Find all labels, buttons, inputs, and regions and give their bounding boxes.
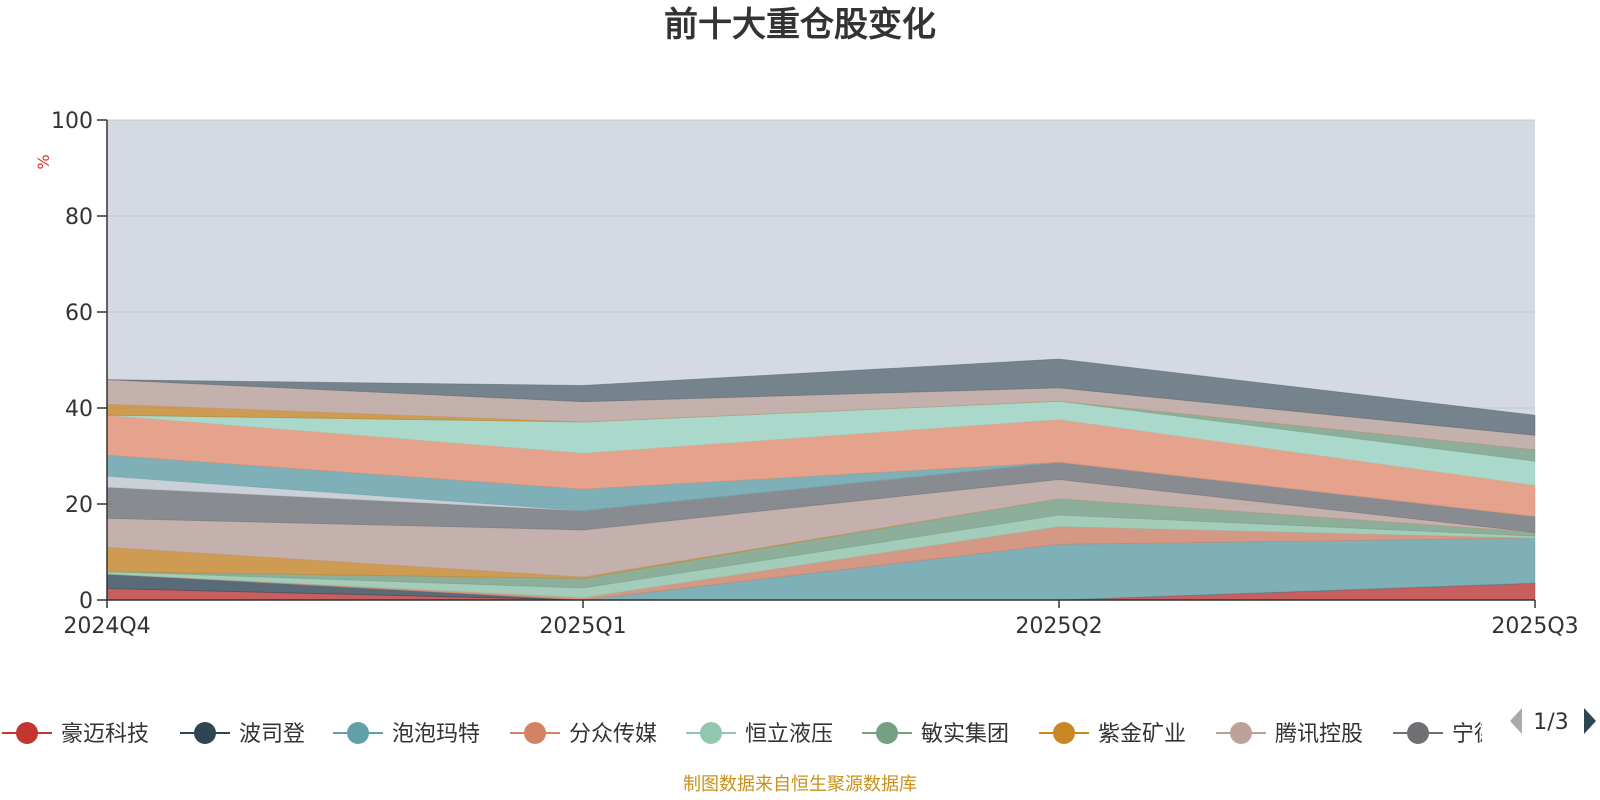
legend-item[interactable]: 宁德时代 (1393, 722, 1540, 747)
y-tick-label: 40 (65, 397, 93, 422)
y-tick-label: 100 (51, 109, 93, 134)
legend-marker-icon (347, 722, 369, 744)
legend-item[interactable]: 敏实集团 (862, 722, 1009, 747)
legend-label: 分众传媒 (569, 722, 657, 747)
legend-label: 宁德时代 (1452, 722, 1540, 747)
legend-label: 腾讯控股 (1275, 722, 1363, 747)
data-source-footer: 制图数据来自恒生聚源数据库 (683, 774, 917, 795)
x-tick-label: 2025Q2 (1015, 614, 1102, 639)
legend-page-indicator: 1/3 (1533, 710, 1568, 735)
legend-marker-icon (1407, 722, 1429, 744)
legend-marker-icon (700, 722, 722, 744)
legend-marker-icon (194, 722, 216, 744)
x-tick-label: 2025Q1 (539, 614, 626, 639)
legend-label: 豪迈科技 (61, 722, 149, 747)
axes: 0 20 40 60 80 100 2024Q4 2025Q1 2025Q2 2025Q3 (51, 109, 1579, 639)
plot-area (106, 119, 1536, 601)
legend-item[interactable]: 恒立液压 (686, 722, 833, 747)
legend-item[interactable]: 波司登 (180, 722, 305, 747)
legend-marker-icon (876, 722, 898, 744)
chart-title: 前十大重仓股变化 (664, 5, 936, 45)
legend-item[interactable]: 分众传媒 (510, 722, 657, 747)
legend-label: 泡泡玛特 (392, 722, 480, 747)
legend-next-icon[interactable] (1584, 708, 1596, 734)
y-tick-label: 60 (65, 301, 93, 326)
x-tick-label: 2024Q4 (63, 614, 150, 639)
legend: 豪迈科技 波司登 泡泡玛特 分众传媒 恒立液压 敏实集团 紫金矿业 腾讯控股 宁德时代 (2, 722, 1540, 747)
y-tick-label: 0 (79, 589, 93, 614)
legend-marker-icon (1053, 722, 1075, 744)
x-tick-label: 2025Q3 (1491, 614, 1578, 639)
legend-label: 紫金矿业 (1098, 722, 1186, 747)
legend-label: 波司登 (239, 722, 305, 747)
legend-label: 恒立液压 (745, 722, 833, 747)
legend-pager: 1/3 (1510, 708, 1596, 735)
legend-prev-icon[interactable] (1510, 708, 1522, 734)
legend-item[interactable]: 豪迈科技 (2, 722, 149, 747)
y-tick-label: 80 (65, 205, 93, 230)
legend-label: 敏实集团 (921, 722, 1009, 747)
legend-item[interactable]: 紫金矿业 (1039, 722, 1186, 747)
legend-marker-icon (16, 722, 38, 744)
y-axis-label: % (34, 154, 53, 169)
series-area-17 (106, 358, 1536, 436)
legend-marker-icon (524, 722, 546, 744)
y-tick-label: 20 (65, 493, 93, 518)
legend-item[interactable]: 腾讯控股 (1216, 722, 1363, 747)
legend-item[interactable]: 泡泡玛特 (333, 722, 480, 747)
legend-marker-icon (1230, 722, 1252, 744)
